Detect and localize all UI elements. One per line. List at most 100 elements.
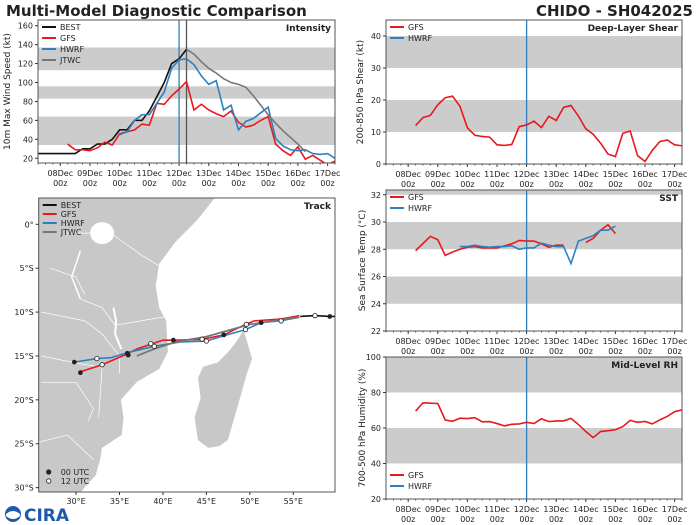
x-tick-label: 11Dec <box>137 169 163 178</box>
x-tick-label: 12Dec <box>514 505 540 514</box>
y-tick-label: 22 <box>371 327 381 336</box>
legend-label-hwrf: HWRF <box>60 45 84 54</box>
x-tick-label: 00z <box>172 179 186 188</box>
y-tick-label: 26 <box>371 273 381 282</box>
africa-landmass <box>38 198 216 492</box>
x-tick-label: 16Dec <box>632 170 658 179</box>
x-tick-label: 00z <box>549 180 563 189</box>
cira-logo: CIRA <box>5 506 70 525</box>
y-tick-label: 100 <box>366 353 381 362</box>
y-tick-label: 100 <box>18 79 33 88</box>
x-tick-label: 00z <box>549 515 563 524</box>
x-tick-label: 13Dec <box>196 169 222 178</box>
x-tick-label: 00z <box>401 515 415 524</box>
shaded-band <box>386 428 682 464</box>
panel-deep-layer-shear: 01020304008Dec00z09Dec00z10Dec00z11Dec00… <box>356 19 687 189</box>
panel-title: Deep-Layer Shear <box>588 24 679 34</box>
x-tick-label: 09Dec <box>425 505 451 514</box>
shaded-band <box>386 36 682 68</box>
x-tick-label: 13Dec <box>543 170 569 179</box>
marker-00utc <box>327 314 333 319</box>
series-line-hwrf <box>119 57 335 159</box>
track-line-best <box>300 314 335 318</box>
legend-label-marker: 12 UTC <box>61 477 90 486</box>
x-tick-label: 09Dec <box>425 337 451 346</box>
x-tick-label: 00z <box>490 515 504 524</box>
shaded-band <box>386 222 682 250</box>
cira-logo-text: CIRA <box>24 506 70 525</box>
x-tick-label: 16Dec <box>632 337 658 346</box>
y-tick-label: 20 <box>23 154 33 163</box>
legend-label-jtwc: JTWC <box>59 56 81 65</box>
marker-12utc <box>242 327 249 333</box>
x-tick-label: 00z <box>261 179 275 188</box>
shaded-band <box>386 357 682 393</box>
marker-12utc <box>199 336 205 342</box>
marker-00utc <box>170 337 176 343</box>
x-tick-label: 00z <box>401 347 415 356</box>
marker-00utc <box>258 320 264 326</box>
x-tick-label: 00z <box>579 515 593 524</box>
x-tick-label: 00z <box>320 179 334 188</box>
x-tick-label: 08Dec <box>395 505 421 514</box>
x-tick-label: 12Dec <box>166 169 192 178</box>
marker-00utc <box>78 370 83 376</box>
marker-12utc <box>243 321 249 327</box>
x-tick-label: 15Dec <box>255 169 281 178</box>
panel-title: SST <box>659 194 679 204</box>
x-tick-label: 00z <box>83 179 97 188</box>
figure-title: Multi-Model Diagnostic Comparison <box>6 2 307 20</box>
legend-label-best: BEST <box>60 23 81 32</box>
x-tick-label: 11Dec <box>484 505 510 514</box>
x-tick-label: 00z <box>638 515 652 524</box>
panel-track: 30°E 35°E 40°E 45°E 50°E 55°E 0° 5°S 10°S 15°S 20°… <box>14 197 336 506</box>
legend-marker-00utc <box>46 469 52 475</box>
x-tick-label: 14Dec <box>573 337 599 346</box>
x-tick-label: 00z <box>579 180 593 189</box>
legend-label-jtwc: JTWC <box>60 228 82 237</box>
marker-12utc <box>94 356 100 362</box>
x-tick-label: 10Dec <box>107 169 133 178</box>
x-tick-label: 16Dec <box>632 505 658 514</box>
legend-label-best: BEST <box>61 201 82 210</box>
y-tick-label: 140 <box>18 41 33 50</box>
y-tick-label: 80 <box>371 389 381 398</box>
x-tick-label: 08Dec <box>395 337 421 346</box>
x-tick-label: 13Dec <box>543 505 569 514</box>
y-tick-label: 60 <box>371 424 381 433</box>
lat-tick-label: 25°S <box>14 440 33 449</box>
lake-malawi <box>112 307 123 350</box>
x-tick-label: 00z <box>142 179 156 188</box>
x-tick-label: 17Dec <box>662 337 688 346</box>
madagascar-landmass <box>193 328 253 449</box>
y-tick-label: 30 <box>371 64 381 73</box>
marker-00utc <box>71 359 77 365</box>
x-tick-label: 00z <box>490 180 504 189</box>
lon-tick-label: 55°E <box>284 497 303 506</box>
map-layer <box>38 198 335 492</box>
x-tick-label: 17Dec <box>662 505 688 514</box>
y-tick-label: 40 <box>371 32 381 41</box>
legend-label-gfs: GFS <box>408 193 424 202</box>
x-tick-label: 00z <box>490 347 504 356</box>
y-tick-label: 10 <box>371 128 381 137</box>
map-frame <box>38 197 336 493</box>
legend-label-gfs: GFS <box>60 34 76 43</box>
y-tick-label: 160 <box>18 22 33 31</box>
lon-tick-label: 40°E <box>153 497 172 506</box>
x-tick-label: 00z <box>519 515 533 524</box>
shaded-band <box>386 276 682 304</box>
lon-tick-label: 45°E <box>197 497 216 506</box>
panel-title: Track <box>304 202 332 212</box>
x-tick-label: 09Dec <box>425 170 451 179</box>
marker-00utc <box>125 352 131 358</box>
country-border <box>49 267 86 295</box>
country-border <box>41 355 103 418</box>
y-tick-label: 32 <box>371 191 381 200</box>
country-border <box>38 434 94 460</box>
x-tick-label: 00z <box>202 179 216 188</box>
x-tick-label: 16Dec <box>285 169 311 178</box>
panel-sst: 22242628303208Dec00z09Dec00z10Dec00z11De… <box>358 189 688 356</box>
x-tick-label: 10Dec <box>455 337 481 346</box>
y-tick-label: 24 <box>371 300 381 309</box>
